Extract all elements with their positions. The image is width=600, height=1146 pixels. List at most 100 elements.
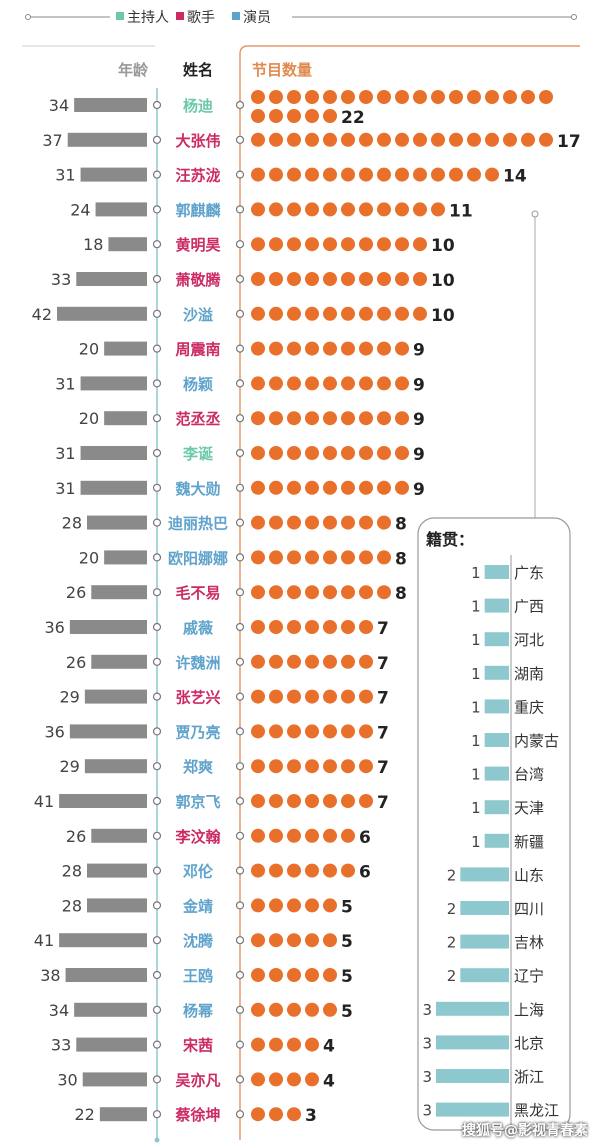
province-name: 内蒙古 — [514, 732, 559, 750]
count-axis-node — [235, 100, 245, 110]
program-dot — [251, 968, 265, 982]
age-bar — [104, 341, 147, 356]
age-label: 20 — [79, 548, 99, 567]
program-count-label: 5 — [341, 897, 353, 917]
program-dot — [323, 480, 337, 495]
program-dot — [359, 620, 373, 634]
age-label: 26 — [66, 827, 86, 846]
program-dot — [287, 341, 301, 356]
program-count-label: 9 — [413, 341, 425, 361]
program-dot — [305, 620, 319, 634]
age-bar — [74, 98, 147, 112]
age-label: 31 — [55, 374, 75, 393]
province-count-label: 1 — [471, 799, 481, 817]
age-axis-node — [152, 100, 162, 110]
age-bar — [59, 794, 148, 808]
age-label: 22 — [74, 1105, 94, 1124]
age-bar — [59, 933, 148, 948]
program-dot — [287, 585, 301, 600]
age-label: 24 — [70, 200, 90, 219]
age-bar — [91, 828, 147, 843]
program-dot — [305, 863, 319, 878]
age-label: 28 — [62, 896, 82, 915]
age-label: 26 — [66, 653, 86, 672]
person-name: 贾乃亮 — [175, 723, 220, 741]
province-count-label: 1 — [471, 564, 481, 582]
program-dot — [269, 341, 283, 356]
age-label: 20 — [79, 409, 99, 428]
count-axis-node — [235, 796, 245, 806]
program-dot — [269, 794, 283, 808]
person-name: 许魏洲 — [175, 654, 220, 672]
program-dot — [305, 898, 319, 913]
program-dot — [251, 863, 265, 878]
person-name: 戚薇 — [183, 619, 213, 637]
province-name: 广东 — [514, 564, 544, 582]
age-bar — [104, 411, 147, 426]
program-dot — [287, 828, 301, 843]
program-dot — [377, 585, 391, 600]
program-dot — [269, 167, 283, 182]
program-count-label: 10 — [431, 306, 455, 326]
program-dot — [287, 1002, 301, 1017]
hometown-title: 籍贯： — [426, 530, 474, 549]
program-dot — [413, 237, 427, 252]
age-bar — [104, 550, 147, 565]
program-dot — [269, 759, 283, 774]
program-count-label: 6 — [359, 828, 371, 848]
age-bar — [57, 306, 147, 321]
program-count-label: 7 — [377, 619, 389, 639]
province-count-label: 2 — [447, 967, 457, 985]
program-dot — [287, 411, 301, 426]
count-axis-node — [235, 170, 245, 179]
program-dot — [305, 828, 319, 843]
header-count: 节目数量 — [252, 61, 312, 79]
province-bar — [436, 1001, 509, 1016]
program-dot — [305, 1037, 319, 1052]
program-dot — [251, 515, 265, 530]
header-rule-right — [239, 45, 580, 68]
program-dot — [287, 376, 301, 391]
count-axis-node — [235, 1075, 245, 1084]
program-dot — [395, 132, 409, 147]
age-bar — [74, 1002, 147, 1017]
age-axis-node — [152, 692, 162, 701]
program-dot — [413, 132, 427, 147]
program-dot — [269, 1037, 283, 1052]
program-dot — [305, 341, 319, 356]
program-count-label: 5 — [341, 932, 353, 952]
program-count-label: 9 — [413, 410, 425, 430]
program-dot — [395, 376, 409, 391]
program-count-label: 3 — [305, 1106, 317, 1126]
program-count-label: 10 — [431, 236, 455, 256]
program-dot — [323, 863, 337, 878]
age-label: 29 — [59, 688, 79, 707]
province-bar — [436, 1035, 509, 1050]
program-count-label: 17 — [557, 132, 581, 152]
program-dot — [287, 794, 301, 808]
count-axis-node — [235, 762, 245, 771]
province-bar — [436, 1069, 509, 1083]
program-dot — [341, 794, 355, 808]
program-count-label: 5 — [341, 967, 353, 987]
legend-swatch-actor — [232, 12, 240, 20]
age-axis-node — [152, 866, 162, 875]
count-axis-node — [235, 831, 245, 840]
program-dot — [305, 306, 319, 321]
program-dot — [269, 272, 283, 286]
program-dot — [395, 480, 409, 495]
age-label: 42 — [32, 305, 52, 324]
program-dot — [431, 132, 445, 147]
program-dot — [341, 480, 355, 495]
person-name: 杨颖 — [183, 375, 213, 393]
legend-swatch-singer — [176, 12, 184, 20]
person-name: 杨幂 — [183, 1002, 214, 1020]
age-axis-node — [152, 1110, 162, 1119]
program-dot — [287, 933, 301, 948]
age-label: 26 — [66, 583, 86, 602]
program-dot — [287, 202, 301, 217]
program-count-label: 7 — [377, 689, 389, 709]
program-dot — [323, 411, 337, 426]
program-dot — [305, 480, 319, 495]
